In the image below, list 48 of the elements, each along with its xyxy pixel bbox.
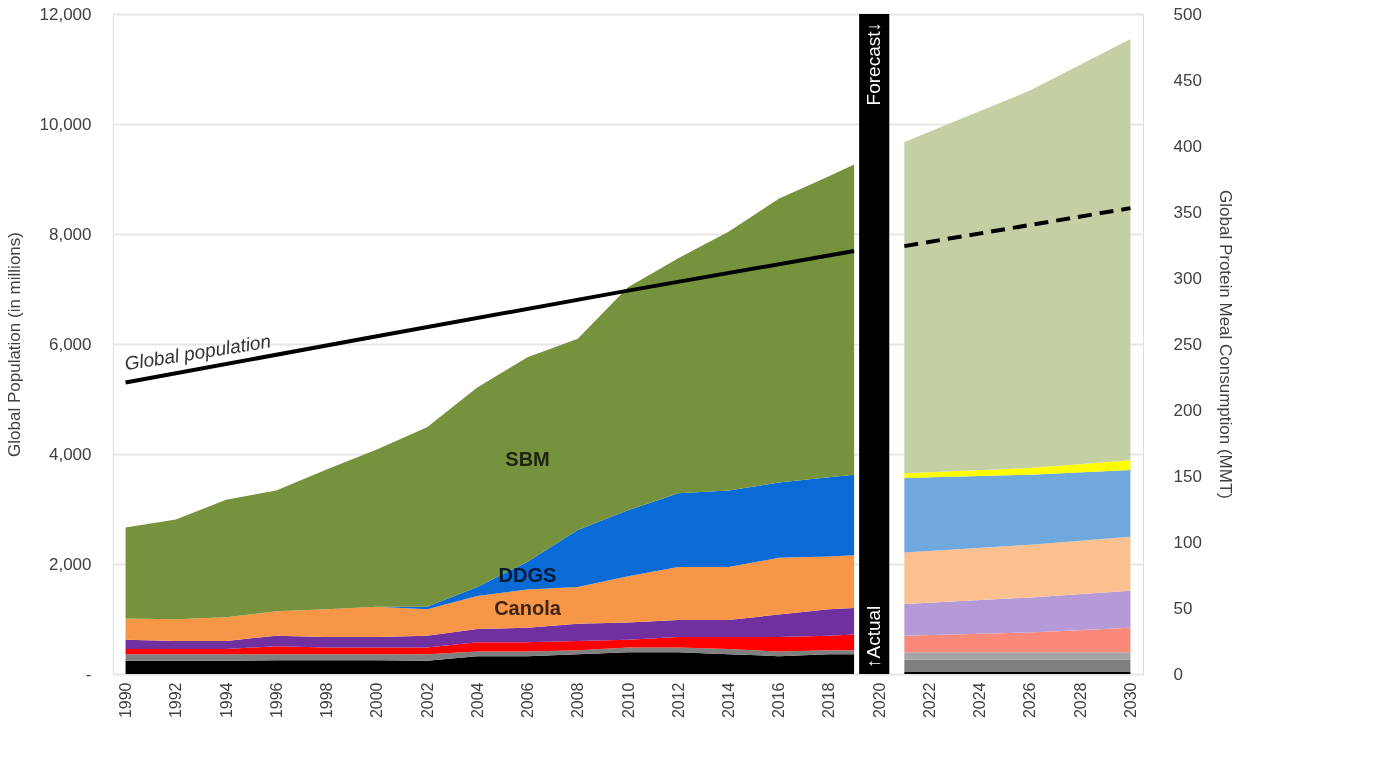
y-tick-label: 2,000: [48, 554, 92, 574]
y2-tick-label: 450: [1173, 70, 1202, 90]
series-label: DDGS: [498, 563, 557, 586]
annotation: ↑Actual: [863, 605, 885, 668]
y2-tick-label: 50: [1173, 598, 1193, 618]
x-tick-label: 2022: [920, 682, 938, 719]
x-tick-label: 2026: [1021, 682, 1039, 719]
y-tick-label: 10,000: [39, 114, 92, 134]
x-tick-label: 2016: [770, 682, 788, 719]
y2-tick-label: 100: [1173, 532, 1202, 552]
x-tick-label: 2002: [418, 682, 436, 719]
x-tick-label: 2010: [619, 682, 637, 719]
x-tick-label: 1998: [318, 682, 336, 719]
x-tick-label: 1992: [167, 682, 185, 719]
y-axis-title: Global Population (in millions): [4, 232, 24, 457]
x-tick-label: 2000: [368, 682, 386, 719]
y2-tick-label: 0: [1173, 664, 1183, 684]
y-tick-label: 12,000: [39, 4, 92, 24]
x-tick-label: 2028: [1071, 682, 1089, 719]
y-tick-label: 6,000: [48, 334, 92, 354]
x-tick-label: 2024: [971, 682, 989, 719]
text: Global population: [123, 330, 273, 375]
x-tick-label: 2006: [519, 682, 537, 719]
x-tick-label: 1996: [267, 682, 285, 719]
y-tick-label: -: [85, 664, 92, 684]
series-label: Canola: [494, 596, 562, 619]
y-tick-label: 8,000: [48, 224, 92, 244]
x-tick-label: 1994: [217, 682, 235, 719]
y2-axis-title: Global Protein Meal Consumption (MMT): [1215, 190, 1235, 499]
y-tick-label: 4,000: [48, 444, 92, 464]
x-tick-label: 2018: [820, 682, 838, 719]
x-tick-label: 2012: [669, 682, 687, 719]
x-tick-label: 2030: [1121, 682, 1139, 719]
x-tick-label: 1990: [117, 682, 135, 719]
y2-tick-label: 350: [1173, 202, 1202, 222]
x-tick-label: 2004: [468, 682, 486, 719]
y2-tick-label: 250: [1173, 334, 1202, 354]
series-label: SBM: [505, 447, 550, 470]
line-series: [123, 249, 857, 385]
y2-tick-label: 150: [1173, 466, 1202, 486]
x-tick-label: 2014: [719, 682, 737, 719]
x-tick-label: 2020: [870, 682, 888, 719]
y2-tick-label: 200: [1173, 400, 1202, 420]
x-tick-label: 2008: [569, 682, 587, 719]
annotation: Forecast↓: [863, 22, 885, 106]
y2-tick-label: 300: [1173, 268, 1202, 288]
y2-tick-label: 500: [1173, 4, 1202, 24]
y2-tick-label: 400: [1173, 136, 1202, 156]
